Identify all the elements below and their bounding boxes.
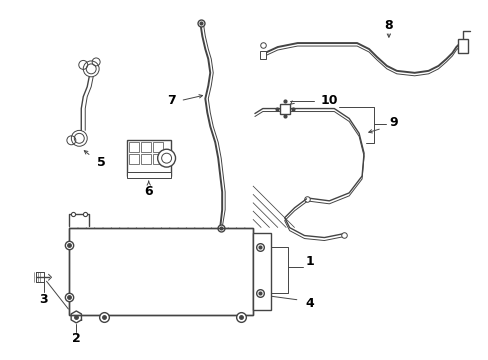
Text: 1: 1 [305,255,313,268]
Bar [129,154,139,164]
Text: 7: 7 [167,94,176,107]
Bar [259,51,265,59]
Bar [141,142,150,152]
Text: 6: 6 [144,185,153,198]
Bar [152,154,163,164]
Circle shape [157,149,175,167]
Bar [457,39,468,53]
Text: 5: 5 [97,156,105,168]
Text: 8: 8 [384,19,392,32]
Bar [129,142,139,152]
Bar [127,140,170,176]
Text: 4: 4 [305,297,313,310]
Bar [127,172,170,178]
Bar [252,233,270,310]
Bar [152,142,163,152]
Text: 10: 10 [320,94,337,107]
Bar [69,228,252,315]
Text: 3: 3 [39,293,48,306]
Bar [69,228,252,315]
Bar [279,104,289,113]
Bar [69,228,252,315]
Text: 2: 2 [72,332,81,345]
Text: 9: 9 [389,116,397,129]
Bar [141,154,150,164]
